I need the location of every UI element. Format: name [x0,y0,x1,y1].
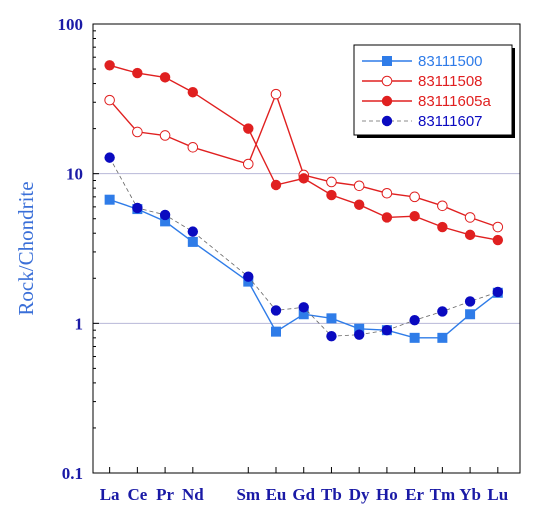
data-point [437,306,448,317]
x-tick-label: Yb [459,485,481,504]
x-tick-label: Gd [292,485,315,504]
legend-item: 83111605a [362,93,492,110]
legend-item: 83111508 [362,73,483,90]
series-83111508 [104,88,504,233]
data-point [409,314,420,326]
data-point [132,126,143,138]
data-point [270,305,282,316]
data-point [381,324,393,336]
x-tick-label: Eu [266,485,287,504]
data-point [381,187,393,199]
series-83111607 [104,152,504,342]
data-point [381,212,393,223]
data-point [243,271,254,282]
y-tick-label: 0.1 [62,464,83,483]
legend: 83111500 83111508 83111605a 83111607 [353,44,515,138]
data-point [159,130,171,141]
data-point [270,88,282,100]
y-tick-label: 1 [75,314,84,333]
legend-label: 83111500 [418,53,483,70]
data-point [409,210,420,222]
x-tick-label: La [100,485,120,504]
data-point [464,229,476,241]
legend-marker [381,115,393,127]
gridlines [93,173,520,324]
data-point [104,60,115,71]
data-point [437,221,448,233]
y-axis-label: Rock/Chondrite [14,181,38,315]
axes: 0.1 1 10 100 La Ce Pr Nd Sm Eu Gd Tb Dy Ho Er Tm Yb Lu [58,15,509,504]
data-point [298,302,309,313]
series-83111605a [104,60,504,246]
data-point [132,202,143,214]
data-point [492,221,504,233]
data-point [187,226,199,237]
data-point [354,323,365,334]
data-point [104,94,115,106]
legend-marker [381,95,393,107]
data-point [465,309,476,320]
legend-label: 83111605a [418,93,492,110]
data-point [353,329,365,340]
data-point [243,123,254,134]
plot-area-frame [92,23,521,474]
y-tick-label: 10 [66,165,83,184]
x-tick-label: Dy [349,485,370,504]
legend-label: 83111508 [418,73,483,90]
data-point [159,209,171,221]
x-tick-label: Lu [487,485,508,504]
legend-marker [382,56,392,66]
x-tick-label: Tm [430,485,456,504]
data-point [187,236,198,247]
data-point [187,87,199,98]
x-tick-label: Sm [236,485,260,504]
data-point [409,191,420,203]
x-tick-label: Nd [182,485,204,504]
x-tick-label: Tb [321,485,342,504]
data-point [353,199,365,210]
data-point [326,331,337,342]
legend-label: 83111607 [418,113,483,130]
data-point [326,313,337,324]
x-tick-label: Pr [156,485,174,504]
x-tick-label: Ce [127,485,147,504]
x-tick-label: Ho [376,485,398,504]
data-point [464,296,476,307]
data-point [326,189,337,201]
data-point [132,67,143,79]
data-point [271,326,281,337]
data-point [437,332,448,343]
legend-item: 83111500 [362,53,483,70]
data-point [104,152,115,163]
legend-marker [381,75,393,87]
legend-box [353,44,513,136]
data-point [409,332,420,343]
series-group [104,60,504,343]
data-point [270,179,282,191]
data-point [298,309,309,320]
series-line [109,157,498,337]
data-point [159,72,171,83]
data-point [187,142,199,153]
data-point [160,216,171,227]
data-point [298,173,309,184]
legend-item: 83111607 [362,113,483,130]
data-point [242,158,254,170]
y-tick-label: 100 [58,15,84,34]
data-point [326,176,337,188]
x-tick-label: Er [405,485,424,504]
data-point [464,212,476,223]
data-point [492,286,504,298]
data-point [492,234,504,246]
data-point [437,200,448,212]
data-point [104,194,115,205]
data-point [353,180,365,192]
